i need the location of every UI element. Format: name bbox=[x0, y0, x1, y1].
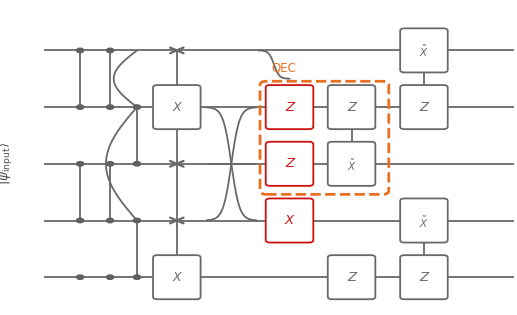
FancyBboxPatch shape bbox=[328, 255, 375, 299]
FancyBboxPatch shape bbox=[153, 85, 201, 129]
FancyBboxPatch shape bbox=[266, 142, 313, 186]
Circle shape bbox=[77, 275, 84, 279]
Text: Z: Z bbox=[419, 100, 429, 114]
FancyBboxPatch shape bbox=[328, 85, 375, 129]
FancyBboxPatch shape bbox=[400, 28, 448, 72]
Text: $|\psi_{\mathrm{input}}\rangle$: $|\psi_{\mathrm{input}}\rangle$ bbox=[0, 142, 15, 186]
Circle shape bbox=[107, 218, 114, 223]
Text: Z: Z bbox=[347, 271, 356, 284]
Text: Z: Z bbox=[285, 157, 294, 170]
FancyBboxPatch shape bbox=[266, 198, 313, 243]
Text: X: X bbox=[173, 271, 181, 284]
Circle shape bbox=[77, 105, 84, 109]
Text: Z: Z bbox=[347, 100, 356, 114]
Circle shape bbox=[133, 105, 141, 109]
Text: $\tilde{X}$: $\tilde{X}$ bbox=[419, 215, 429, 230]
FancyBboxPatch shape bbox=[328, 142, 375, 186]
Circle shape bbox=[107, 162, 114, 166]
Text: $\tilde{X}$: $\tilde{X}$ bbox=[347, 158, 356, 173]
Text: X: X bbox=[173, 100, 181, 114]
FancyBboxPatch shape bbox=[400, 85, 448, 129]
Circle shape bbox=[107, 105, 114, 109]
FancyBboxPatch shape bbox=[266, 85, 313, 129]
Text: QEC: QEC bbox=[271, 61, 296, 74]
Circle shape bbox=[107, 48, 114, 53]
Text: X: X bbox=[285, 214, 294, 227]
Circle shape bbox=[133, 275, 141, 279]
Text: Z: Z bbox=[285, 100, 294, 114]
Circle shape bbox=[133, 162, 141, 166]
Circle shape bbox=[77, 162, 84, 166]
FancyBboxPatch shape bbox=[153, 255, 201, 299]
Circle shape bbox=[77, 48, 84, 53]
FancyBboxPatch shape bbox=[400, 198, 448, 243]
Text: $\tilde{X}$: $\tilde{X}$ bbox=[419, 44, 429, 60]
Circle shape bbox=[133, 218, 141, 223]
Text: Z: Z bbox=[419, 271, 429, 284]
FancyBboxPatch shape bbox=[400, 255, 448, 299]
Circle shape bbox=[77, 218, 84, 223]
Circle shape bbox=[107, 275, 114, 279]
